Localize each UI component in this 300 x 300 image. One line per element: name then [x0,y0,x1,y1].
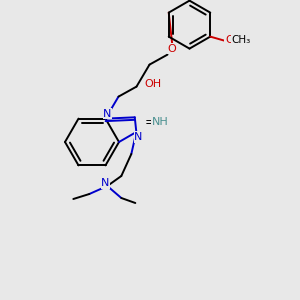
Text: OH: OH [144,79,161,88]
Text: =: = [145,116,155,129]
Text: NH: NH [152,117,168,127]
Text: CH₃: CH₃ [232,34,251,45]
Text: N: N [103,109,112,118]
Text: O: O [167,44,176,54]
Text: O: O [225,34,234,45]
Text: N: N [101,178,110,188]
Text: N: N [134,132,142,142]
